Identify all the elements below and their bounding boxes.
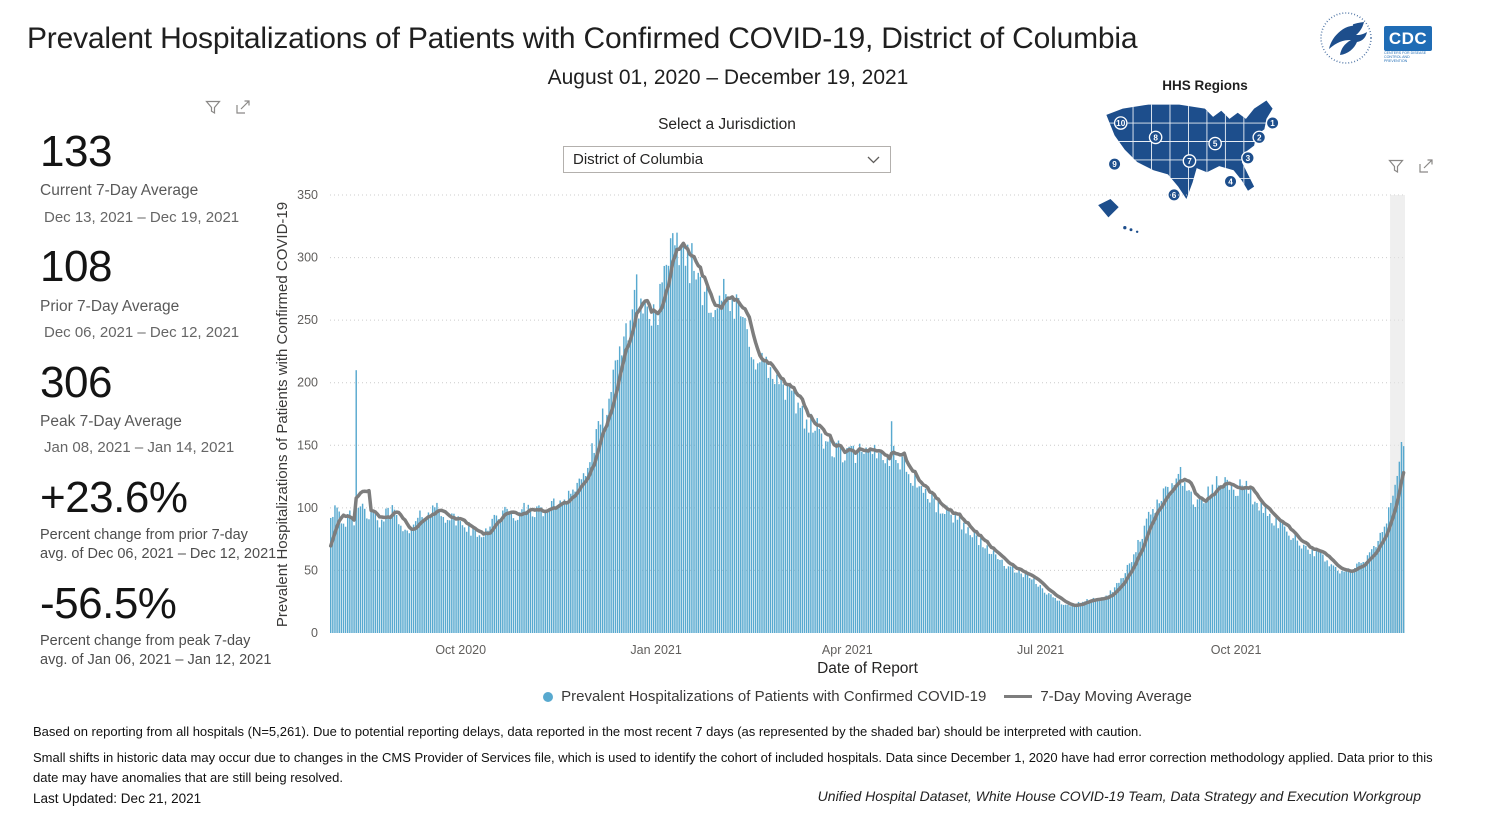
jurisdiction-dropdown[interactable]: District of Columbia bbox=[563, 146, 891, 173]
legend-line-label: 7-Day Moving Average bbox=[1040, 688, 1192, 705]
legend-bar-swatch-icon bbox=[543, 691, 554, 702]
kpi-prior-value: 108 bbox=[40, 242, 112, 292]
svg-text:Oct 2021: Oct 2021 bbox=[1211, 643, 1262, 657]
legend-bar-label: Prevalent Hospitalizations of Patients w… bbox=[561, 688, 987, 705]
svg-text:300: 300 bbox=[297, 251, 318, 265]
kpi-change-prior-value: +23.6% bbox=[40, 472, 188, 522]
svg-text:150: 150 bbox=[297, 438, 318, 452]
hhs-regions-title: HHS Regions bbox=[1162, 78, 1248, 93]
kpi-visual-header bbox=[205, 99, 251, 115]
legend-item-line[interactable]: 7-Day Moving Average bbox=[996, 688, 1192, 705]
svg-text:1: 1 bbox=[1270, 119, 1275, 128]
svg-text:0: 0 bbox=[311, 626, 318, 640]
svg-text:10: 10 bbox=[1116, 119, 1126, 128]
kpi-change-peak-label: Percent change from peak 7-day avg. of J… bbox=[40, 633, 272, 669]
chart-legend: Prevalent Hospitalizations of Patients w… bbox=[330, 688, 1405, 705]
kpi-change-prior: +23.6% Percent change from prior 7-day a… bbox=[40, 472, 278, 564]
svg-text:Apr 2021: Apr 2021 bbox=[822, 643, 873, 657]
svg-text:Jan 2021: Jan 2021 bbox=[630, 643, 681, 657]
kpi-change-peak: -56.5% Percent change from peak 7-day av… bbox=[40, 578, 278, 670]
footnote-historic: Small shifts in historic data may occur … bbox=[33, 750, 1433, 786]
footnote-reporting: Based on reporting from all hospitals (N… bbox=[33, 724, 1142, 739]
svg-text:8: 8 bbox=[1153, 133, 1158, 142]
kpi-change-peak-value: -56.5% bbox=[40, 578, 177, 628]
svg-text:Oct 2020: Oct 2020 bbox=[435, 643, 486, 657]
kpi-current-label: Current 7-Day Average bbox=[40, 182, 199, 200]
svg-text:250: 250 bbox=[297, 313, 318, 327]
kpi-prior-dates: Dec 06, 2021 – Dec 12, 2021 bbox=[44, 323, 240, 341]
filter-icon[interactable] bbox=[1388, 158, 1404, 174]
kpi-current-average: 133 Current 7-Day Average Dec 13, 2021 –… bbox=[40, 127, 278, 227]
svg-text:3: 3 bbox=[1246, 154, 1251, 163]
x-axis-title: Date of Report bbox=[817, 660, 918, 677]
chart-visual-header bbox=[1388, 158, 1434, 174]
filter-icon[interactable] bbox=[205, 99, 221, 115]
attribution: Unified Hospital Dataset, White House CO… bbox=[817, 788, 1421, 804]
svg-text:2: 2 bbox=[1257, 133, 1262, 142]
svg-text:5: 5 bbox=[1213, 140, 1218, 149]
hospitalizations-chart[interactable]: 0 50 100 150 200 250 300 350 Oct 2020 Jan 2021 Apr… bbox=[0, 185, 1496, 660]
chevron-down-icon[interactable] bbox=[867, 151, 880, 169]
focus-mode-icon[interactable] bbox=[235, 99, 251, 115]
kpi-panel: 133 Current 7-Day Average Dec 13, 2021 –… bbox=[40, 127, 278, 686]
legend-item-bars[interactable]: Prevalent Hospitalizations of Patients w… bbox=[543, 688, 986, 705]
page-title: Prevalent Hospitalizations of Patients w… bbox=[27, 22, 1138, 55]
svg-text:100: 100 bbox=[297, 501, 318, 515]
page-subtitle: August 01, 2020 – December 19, 2021 bbox=[547, 66, 909, 89]
kpi-prior-label: Prior 7-Day Average bbox=[40, 297, 180, 315]
svg-text:7: 7 bbox=[1187, 157, 1192, 166]
jurisdiction-selected-value: District of Columbia bbox=[573, 151, 704, 168]
kpi-peak-value: 306 bbox=[40, 357, 112, 407]
cdc-logo-text: CDC bbox=[1384, 26, 1432, 51]
svg-text:9: 9 bbox=[1112, 160, 1117, 169]
kpi-change-prior-label: Percent change from prior 7-day avg. of … bbox=[40, 527, 277, 563]
focus-mode-icon[interactable] bbox=[1418, 158, 1434, 174]
kpi-peak-label: Peak 7-Day Average bbox=[40, 412, 182, 430]
kpi-current-value: 133 bbox=[40, 127, 112, 176]
svg-text:350: 350 bbox=[297, 188, 318, 202]
svg-text:4: 4 bbox=[1228, 178, 1233, 187]
page-subtitle-wrap: August 01, 2020 – December 19, 2021 bbox=[0, 66, 1456, 90]
svg-text:200: 200 bbox=[297, 376, 318, 390]
kpi-peak-dates: Jan 08, 2021 – Jan 14, 2021 bbox=[44, 439, 235, 457]
last-updated: Last Updated: Dec 21, 2021 bbox=[33, 791, 202, 806]
cdc-logo: CDC CENTERS FOR DISEASE CONTROL AND PREV… bbox=[1384, 26, 1434, 72]
svg-text:50: 50 bbox=[304, 563, 318, 577]
kpi-current-dates: Dec 13, 2021 – Dec 19, 2021 bbox=[44, 208, 240, 226]
hhs-logo-icon bbox=[1316, 10, 1378, 66]
kpi-prior-average: 108 Prior 7-Day Average Dec 06, 2021 – D… bbox=[40, 242, 278, 342]
legend-line-swatch-icon bbox=[1004, 695, 1033, 698]
jurisdiction-label: Select a Jurisdiction bbox=[658, 116, 796, 133]
svg-text:Jul 2021: Jul 2021 bbox=[1017, 643, 1064, 657]
cdc-logo-subtext: CENTERS FOR DISEASE CONTROL AND PREVENTI… bbox=[1384, 51, 1427, 63]
kpi-peak-average: 306 Peak 7-Day Average Jan 08, 2021 – Ja… bbox=[40, 357, 278, 458]
